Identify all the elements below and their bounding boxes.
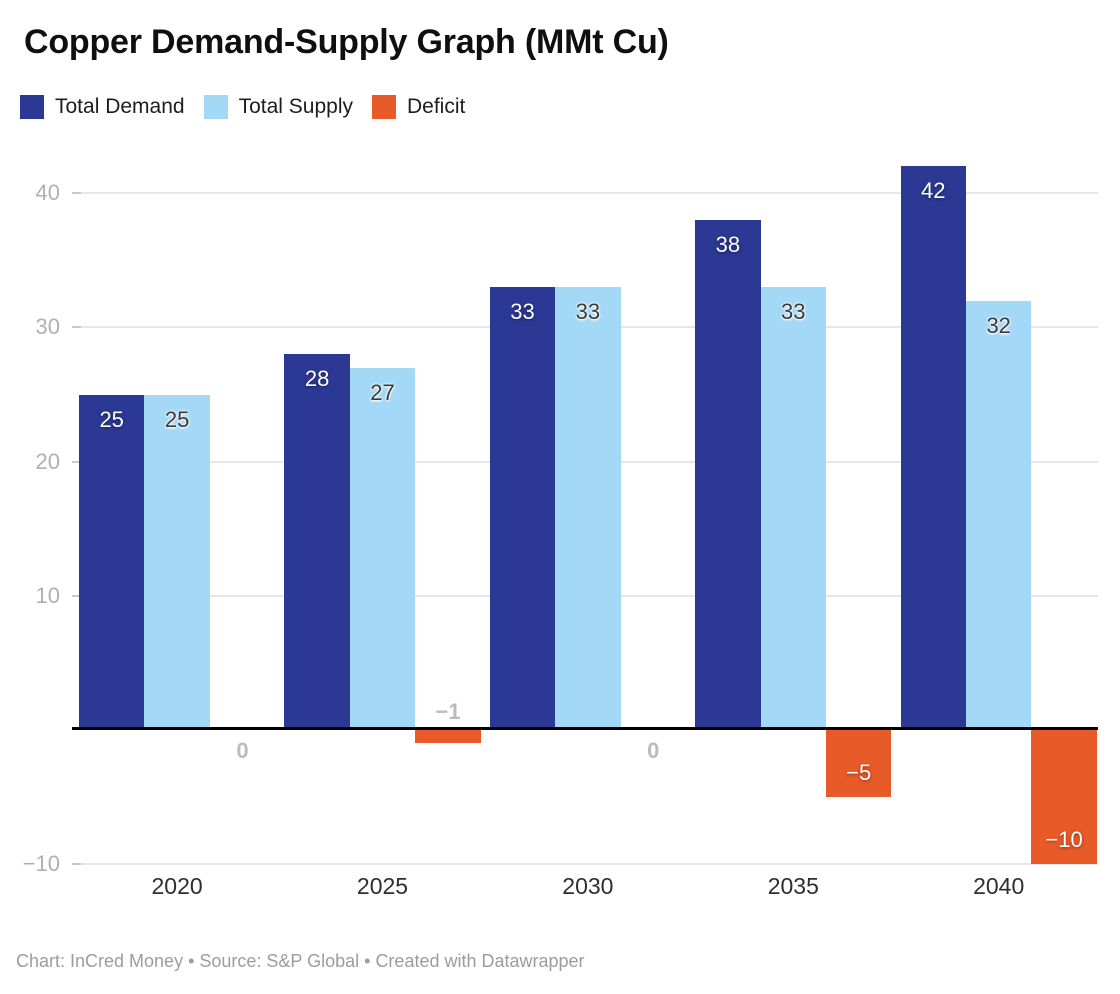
bar-value-label-deficit-2020: 0 xyxy=(236,738,249,763)
y-axis-label-10: 10 xyxy=(35,582,60,608)
gridline--10 xyxy=(72,863,1098,866)
bar-total-demand-2040 xyxy=(900,166,966,730)
bar-total-demand-2035 xyxy=(695,220,761,730)
bar-total-supply-2025 xyxy=(349,367,416,730)
legend-label-total-supply: Total Supply xyxy=(238,95,353,118)
legend-item-deficit: Deficit xyxy=(371,94,466,119)
bar-deficit-2035 xyxy=(826,730,892,798)
bar-value-label-total-supply-2030: 33 xyxy=(575,299,601,325)
y-axis-label-20: 20 xyxy=(35,448,60,474)
bar-value-label-total-demand-2020: 25 xyxy=(99,406,124,432)
bar-value-label-deficit-2035: −5 xyxy=(846,760,872,786)
legend-item-total-demand: Total Demand xyxy=(20,94,185,119)
x-axis-label-2035: 2035 xyxy=(767,873,819,899)
bar-value-label-total-supply-2020: 25 xyxy=(164,406,190,432)
bar-value-label-deficit-2025: −1 xyxy=(435,699,461,724)
legend-swatch-total-supply xyxy=(203,94,228,119)
bar-total-supply-2035 xyxy=(760,287,826,730)
y-axis-label-40: 40 xyxy=(35,180,60,206)
axis-tick-10 xyxy=(72,594,81,597)
axis-tick-20 xyxy=(72,460,81,463)
gridline-40 xyxy=(72,192,1098,195)
x-axis-label-2025: 2025 xyxy=(356,873,409,899)
legend: Total Demand Total Supply Deficit xyxy=(20,94,484,119)
axis-tick--10 xyxy=(72,863,81,866)
bar-value-label-total-demand-2035: 38 xyxy=(715,232,741,258)
bar-deficit-2025 xyxy=(415,730,481,744)
y-axis-label--10: −10 xyxy=(22,851,60,877)
bar-value-label-total-supply-2040: 32 xyxy=(986,312,1011,338)
y-axis-label-30: 30 xyxy=(35,314,60,340)
x-axis-label-2030: 2030 xyxy=(562,873,614,899)
bar-deficit-2040 xyxy=(1031,730,1097,865)
bar-total-supply-2040 xyxy=(966,300,1032,730)
bar-value-label-deficit-2040: −10 xyxy=(1045,827,1083,853)
bar-total-demand-2025 xyxy=(284,354,350,730)
bar-value-label-total-demand-2040: 42 xyxy=(921,178,946,204)
bar-value-label-total-demand-2030: 33 xyxy=(510,299,535,325)
legend-swatch-deficit xyxy=(371,94,396,119)
chart-footer: Chart: InCred Money • Source: S&P Global… xyxy=(16,951,585,971)
bar-value-label-deficit-2030: 0 xyxy=(647,738,660,763)
axis-tick-30 xyxy=(72,326,81,329)
bar-total-demand-2020 xyxy=(79,394,145,730)
legend-label-deficit: Deficit xyxy=(406,95,466,118)
bar-value-label-total-supply-2025: 27 xyxy=(370,379,395,405)
x-axis-label-2020: 2020 xyxy=(151,873,203,899)
x-axis-label-2040: 2040 xyxy=(973,873,1025,899)
legend-item-total-supply: Total Supply xyxy=(203,94,353,119)
legend-label-total-demand: Total Demand xyxy=(55,95,185,118)
bar-value-label-total-supply-2035: 33 xyxy=(781,299,806,325)
bar-total-demand-2030 xyxy=(489,287,556,730)
bar-value-label-total-demand-2025: 28 xyxy=(304,366,330,392)
axis-tick-40 xyxy=(72,192,81,195)
legend-swatch-total-demand xyxy=(20,94,44,119)
x-axis-zero-line xyxy=(72,727,1098,730)
bar-total-supply-2030 xyxy=(555,287,621,730)
bar-total-supply-2020 xyxy=(144,394,210,730)
chart-title: Copper Demand-Supply Graph (MMt Cu) xyxy=(24,23,669,61)
